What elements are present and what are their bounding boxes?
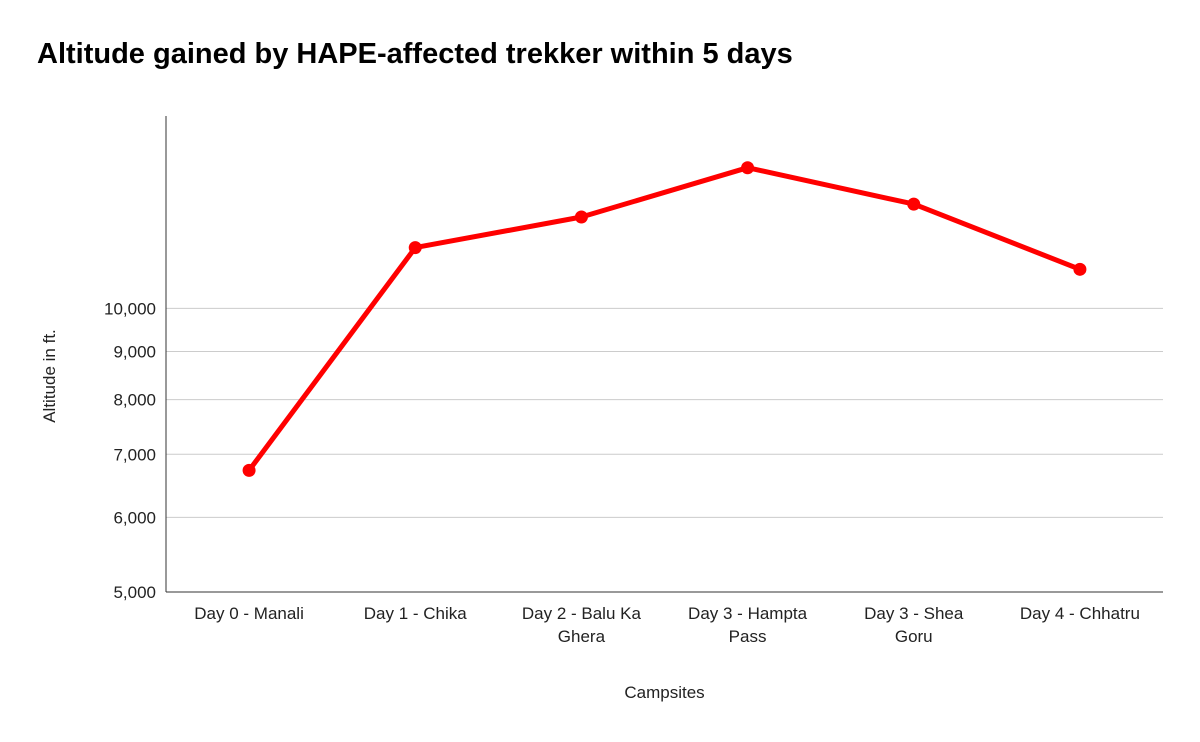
- data-point: [907, 197, 921, 211]
- chart-title: Altitude gained by HAPE-affected trekker…: [37, 38, 793, 70]
- x-tick-label: Day 3 - Shea Goru: [864, 604, 964, 646]
- y-axis-title: Altitude in ft.: [40, 329, 59, 423]
- gridlines: [166, 307, 1163, 518]
- series-line: [246, 165, 1083, 473]
- data-point: [574, 210, 588, 224]
- data-point: [741, 161, 755, 175]
- series: [242, 161, 1087, 477]
- x-tick-label: Day 4 - Chhatru: [1020, 604, 1140, 623]
- x-tick-label: Day 0 - Manali: [194, 604, 304, 623]
- data-point: [1073, 262, 1087, 276]
- y-tick-label: 7,000: [113, 445, 156, 464]
- y-tick-label: 6,000: [113, 508, 156, 527]
- data-point: [408, 241, 422, 255]
- y-tick-label: 8,000: [113, 391, 156, 410]
- y-tick-label: 10,000: [104, 299, 156, 318]
- x-tick-label: Day 2 - Balu Ka Ghera: [522, 604, 642, 646]
- y-tick-labels: 5,000 6,000 7,000 8,000 9,000 10,000: [104, 299, 156, 602]
- y-tick-label: 9,000: [113, 342, 156, 361]
- x-tick-label: Day 1 - Chika: [364, 604, 468, 623]
- y-tick-label: 5,000: [113, 583, 156, 602]
- x-tick-labels: Day 0 - Manali Day 1 - Chika Day 2 - Balu …: [194, 604, 1140, 646]
- x-axis-title: Campsites: [624, 683, 704, 702]
- data-point: [242, 463, 256, 477]
- x-tick-label: Day 3 - Hampta Pass: [688, 604, 808, 646]
